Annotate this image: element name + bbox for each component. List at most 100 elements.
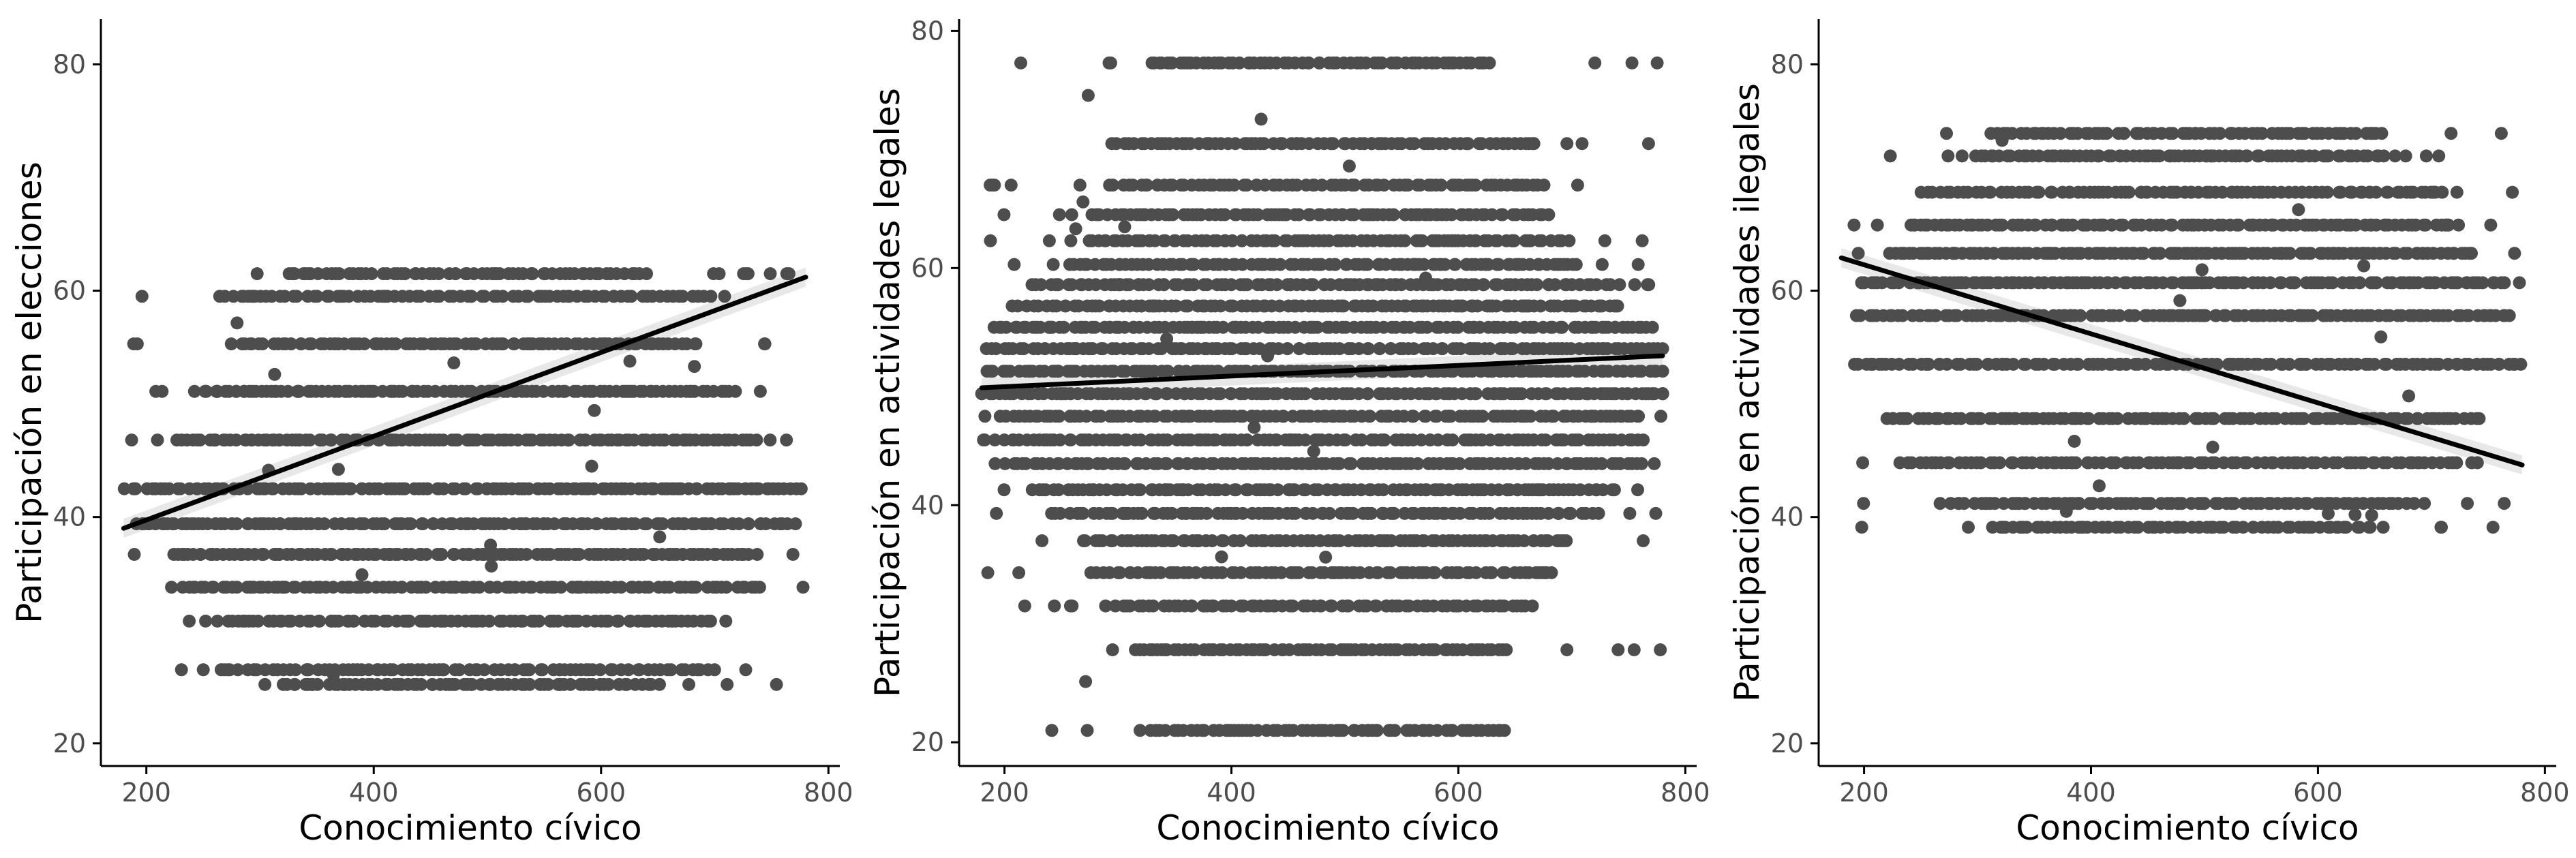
point-row <box>987 320 1659 334</box>
data-point <box>258 677 272 691</box>
data-point <box>742 517 755 531</box>
data-point <box>449 267 462 281</box>
data-point <box>1483 457 1497 470</box>
data-point <box>1046 258 1060 271</box>
data-point <box>1065 599 1079 613</box>
data-point <box>194 581 208 594</box>
data-point <box>2486 521 2500 534</box>
data-point <box>2095 247 2109 260</box>
data-point <box>780 433 793 447</box>
data-point <box>338 677 352 691</box>
data-point <box>1150 387 1164 401</box>
x-tick-label: 800 <box>1661 778 1710 808</box>
data-point <box>1398 179 1412 192</box>
data-point <box>1481 365 1495 378</box>
data-point <box>684 581 698 594</box>
data-point <box>1925 456 1939 470</box>
data-point <box>1632 410 1646 423</box>
data-point <box>1527 433 1541 447</box>
data-point <box>1180 457 1194 470</box>
data-point <box>2187 276 2200 290</box>
data-point <box>1627 643 1641 656</box>
data-point <box>1431 724 1444 737</box>
data-point <box>1556 320 1569 334</box>
data-point <box>1361 387 1374 401</box>
data-point <box>1040 433 1053 447</box>
data-point <box>640 267 653 281</box>
data-point <box>1121 506 1135 520</box>
regression-line <box>121 275 808 531</box>
data-point <box>2195 456 2209 470</box>
data-point <box>1344 457 1358 470</box>
data-point <box>273 433 286 447</box>
data-point <box>2265 218 2279 232</box>
data-point <box>1595 457 1609 470</box>
data-point <box>1593 299 1607 313</box>
data-point <box>334 290 347 303</box>
data-point <box>381 614 395 628</box>
data-point <box>1076 506 1089 520</box>
data-point <box>564 677 577 691</box>
data-point <box>1996 358 2010 371</box>
data-point <box>370 337 384 351</box>
data-point <box>432 267 446 281</box>
data-point <box>313 433 327 447</box>
data-point <box>193 433 207 447</box>
data-point <box>1417 506 1431 520</box>
data-point <box>1377 506 1391 520</box>
data-point <box>1453 566 1466 579</box>
data-point <box>1099 599 1112 613</box>
data-point <box>637 614 651 628</box>
data-point <box>1540 387 1554 401</box>
data-point <box>2363 521 2377 534</box>
data-point <box>1073 179 1087 192</box>
data-point <box>2316 218 2330 232</box>
data-point <box>1134 483 1147 497</box>
data-point <box>1855 276 1868 290</box>
data-point <box>1398 234 1412 247</box>
data-point <box>290 290 303 303</box>
data-point <box>1288 506 1302 520</box>
data-point <box>1118 457 1132 470</box>
data-point <box>1542 278 1556 292</box>
data-point <box>183 614 196 628</box>
data-point <box>404 517 418 531</box>
data-point <box>419 581 433 594</box>
data-point <box>1430 410 1444 423</box>
data-point <box>1223 342 1237 356</box>
data-point <box>1167 534 1180 547</box>
data-point <box>2472 412 2486 425</box>
data-point <box>1368 278 1382 292</box>
data-point <box>2143 276 2157 290</box>
data-point <box>1520 179 1534 192</box>
y-tick-label: 40 <box>911 490 944 520</box>
data-point <box>683 384 697 398</box>
data-point <box>739 663 753 677</box>
data-point <box>459 482 472 495</box>
data-point <box>998 457 1012 470</box>
data-point <box>1123 599 1137 613</box>
data-point <box>2411 456 2425 470</box>
data-point <box>1135 506 1149 520</box>
data-point <box>230 316 244 330</box>
data-point <box>2199 247 2213 260</box>
data-point <box>1641 137 1655 151</box>
data-point <box>1560 137 1574 151</box>
data-point <box>1856 456 1870 470</box>
data-point <box>1118 220 1132 234</box>
data-point <box>657 433 671 447</box>
data-point <box>1261 349 1275 363</box>
data-point <box>1042 234 1056 247</box>
data-point <box>281 384 294 398</box>
data-point <box>1007 457 1021 470</box>
x-tick-label: 600 <box>577 778 626 808</box>
data-point <box>2425 412 2439 425</box>
data-point <box>196 663 210 677</box>
data-point <box>1883 247 1896 260</box>
data-point <box>1378 534 1391 547</box>
data-point <box>1170 483 1184 497</box>
data-point <box>347 614 361 628</box>
data-point <box>2104 456 2118 470</box>
data-point <box>729 384 742 398</box>
data-point <box>297 267 310 281</box>
